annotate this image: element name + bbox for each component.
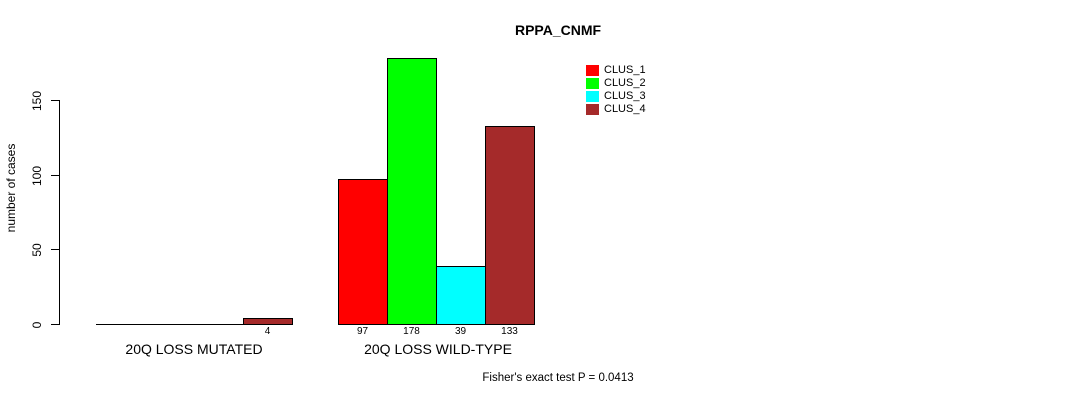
group-label-20q-loss-wild-type: 20Q LOSS WILD-TYPE	[364, 341, 512, 357]
bar-value-label-clus-2-20q-loss-wild-type: 178	[403, 326, 420, 337]
y-tick-mark-150	[51, 100, 60, 101]
bar-value-label-clus-4-20q-loss-mutated: 4	[264, 326, 271, 337]
fisher-test-note: Fisher's exact test P = 0.0413	[482, 372, 634, 384]
bar-clus-1-20q-loss-mutated	[96, 324, 146, 325]
y-tick-label-0: 0	[30, 321, 44, 328]
bar-clus-3-20q-loss-mutated	[194, 324, 244, 325]
y-axis-label: number of cases	[4, 143, 18, 233]
legend-item-clus-4: CLUS_4	[586, 104, 646, 115]
legend-swatch-clus-1	[586, 65, 599, 76]
y-tick-mark-0	[51, 324, 60, 325]
legend-swatch-clus-3	[586, 91, 599, 102]
legend-swatch-clus-2	[586, 78, 599, 89]
group-label-20q-loss-mutated: 20Q LOSS MUTATED	[125, 341, 263, 357]
bar-clus-3-20q-loss-wild-type	[436, 266, 486, 325]
bar-clus-2-20q-loss-wild-type	[387, 58, 437, 325]
bar-value-label-clus-1-20q-loss-wild-type: 97	[356, 326, 369, 337]
legend-label-clus-2: CLUS_2	[604, 77, 646, 89]
chart-title: RPPA_CNMF	[514, 22, 602, 38]
y-tick-label-150: 150	[30, 90, 44, 111]
legend-item-clus-2: CLUS_2	[586, 78, 646, 89]
y-tick-mark-50	[51, 249, 60, 250]
y-axis-line	[59, 100, 60, 325]
legend-label-clus-3: CLUS_3	[604, 90, 646, 102]
bar-clus-2-20q-loss-mutated	[145, 324, 195, 325]
y-tick-label-50: 50	[30, 242, 44, 257]
legend-item-clus-3: CLUS_3	[586, 91, 646, 102]
legend-label-clus-4: CLUS_4	[604, 103, 646, 115]
bar-value-label-clus-4-20q-loss-wild-type: 133	[501, 326, 518, 337]
y-tick-mark-100	[51, 175, 60, 176]
legend-label-clus-1: CLUS_1	[604, 64, 646, 76]
bar-clus-4-20q-loss-wild-type	[485, 126, 535, 325]
bar-clus-1-20q-loss-wild-type	[338, 179, 388, 325]
y-tick-label-100: 100	[30, 165, 44, 186]
legend-item-clus-1: CLUS_1	[586, 65, 646, 76]
bar-value-label-clus-3-20q-loss-wild-type: 39	[454, 326, 467, 337]
bar-clus-4-20q-loss-mutated	[243, 318, 293, 325]
legend-swatch-clus-4	[586, 104, 599, 115]
